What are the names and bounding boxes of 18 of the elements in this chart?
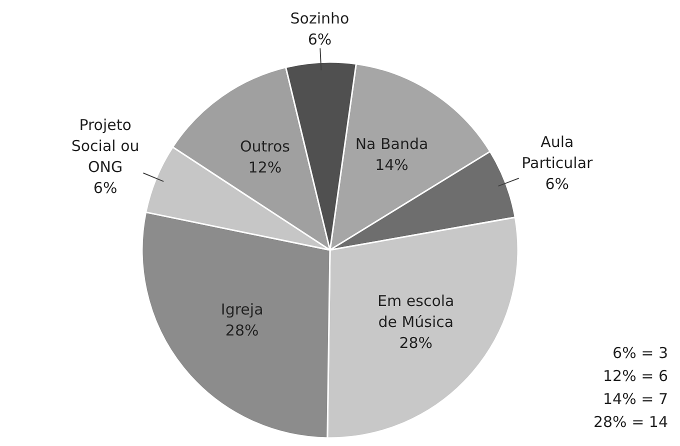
data-label: 6% [93, 178, 118, 198]
slice-label: Na Banda [355, 135, 428, 154]
text: 14% = 7 [603, 390, 668, 408]
slice-label: Outros [240, 137, 290, 156]
data-label: 12% [248, 158, 282, 176]
slice-label: Projeto Social ou ONG [71, 116, 140, 176]
data-label: 14% [375, 156, 408, 174]
data-label: 28% [399, 334, 433, 352]
text: 28% = 14 [593, 413, 668, 431]
slice-label: Sozinho [290, 9, 350, 28]
data-label: 6% [308, 30, 332, 48]
slice-label: Em escola de Música [378, 292, 454, 332]
slice-label: Igreja [220, 300, 264, 318]
data-label: 6% [545, 174, 570, 193]
text: 6% = 3 [612, 344, 668, 362]
text: 12% = 6 [603, 367, 668, 385]
slice-label: Aula Particular [522, 132, 594, 172]
data-label: 28% [225, 321, 259, 340]
